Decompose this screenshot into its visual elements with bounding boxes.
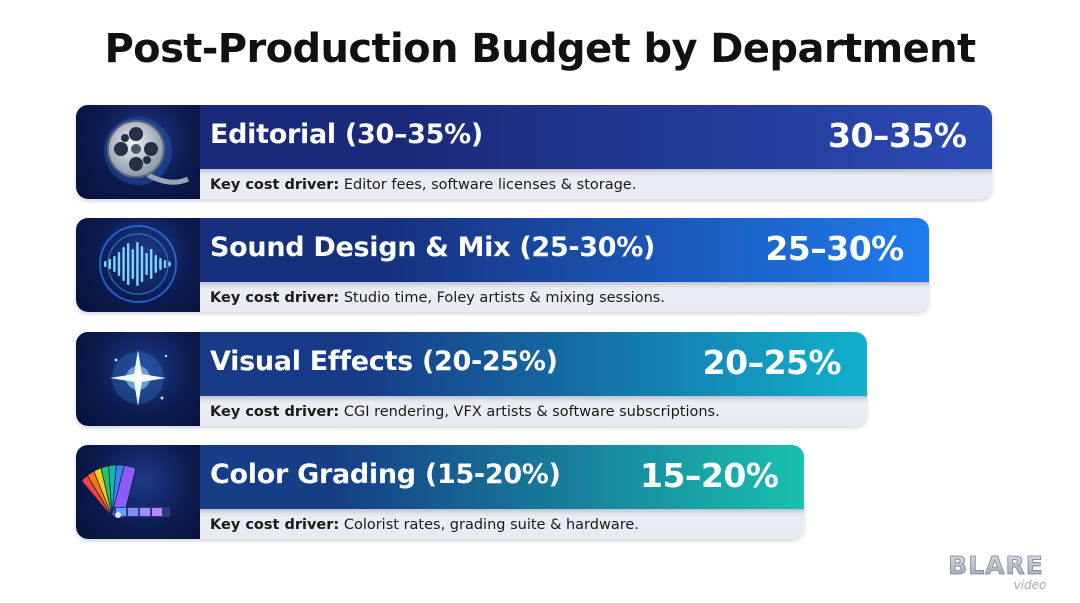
- bar-value-label: 20–25%: [702, 343, 842, 382]
- cost-driver-text: Key cost driver: CGI rendering, VFX arti…: [210, 404, 720, 420]
- cost-driver-detail: CGI rendering, VFX artists & software su…: [339, 404, 720, 420]
- bar-label: Visual Effects (20-25%): [210, 346, 558, 377]
- cost-driver-prefix: Key cost driver:: [210, 404, 340, 420]
- cost-driver-text: Key cost driver: Colorist rates, grading…: [210, 517, 639, 533]
- budget-row: Editorial (30–35%) 30–35% Key cost driver:…: [76, 105, 992, 199]
- sound-wave-icon: [76, 218, 200, 312]
- cost-driver-prefix: Key cost driver:: [210, 177, 340, 193]
- cost-driver-prefix: Key cost driver:: [210, 290, 340, 306]
- budget-bar: [76, 332, 867, 396]
- bar-label: Editorial (30–35%): [210, 119, 483, 150]
- bar-value-label: 30–35%: [828, 116, 967, 155]
- bar-label: Sound Design & Mix (25-30%): [210, 232, 656, 263]
- svg-text:video: video: [1014, 578, 1047, 592]
- budget-row: Color Grading (15-20%) 15–20% Key cost dri…: [76, 445, 804, 539]
- cost-driver-detail: Editor fees, software licenses & storage…: [339, 177, 637, 193]
- color-swatch-icon: [76, 445, 200, 539]
- svg-text:BLARE: BLARE: [948, 551, 1044, 580]
- cost-driver-text: Key cost driver: Studio time, Foley arti…: [210, 290, 665, 306]
- bar-value-label: 15–20%: [640, 456, 779, 495]
- budget-row: Visual Effects (20-25%) 20–25% Key cost dr…: [76, 332, 867, 426]
- bar-value-label: 25–30%: [765, 229, 904, 268]
- blare-video-logo: BLARE video: [948, 551, 1047, 592]
- cost-driver-detail: Colorist rates, grading suite & hardware…: [339, 517, 639, 533]
- film-reel-icon: [76, 105, 200, 199]
- page-title: Post-Production Budget by Department: [104, 26, 976, 72]
- sparkle-icon: [76, 332, 200, 426]
- budget-bar: [76, 105, 992, 169]
- bar-label: Color Grading (15-20%): [210, 459, 561, 490]
- cost-driver-detail: Studio time, Foley artists & mixing sess…: [339, 290, 665, 306]
- budget-bar: [76, 218, 930, 282]
- budget-row: Sound Design & Mix (25-30%) 25–30% Key cos…: [76, 218, 930, 312]
- cost-driver-text: Key cost driver: Editor fees, software l…: [210, 177, 636, 193]
- cost-driver-prefix: Key cost driver:: [210, 517, 340, 533]
